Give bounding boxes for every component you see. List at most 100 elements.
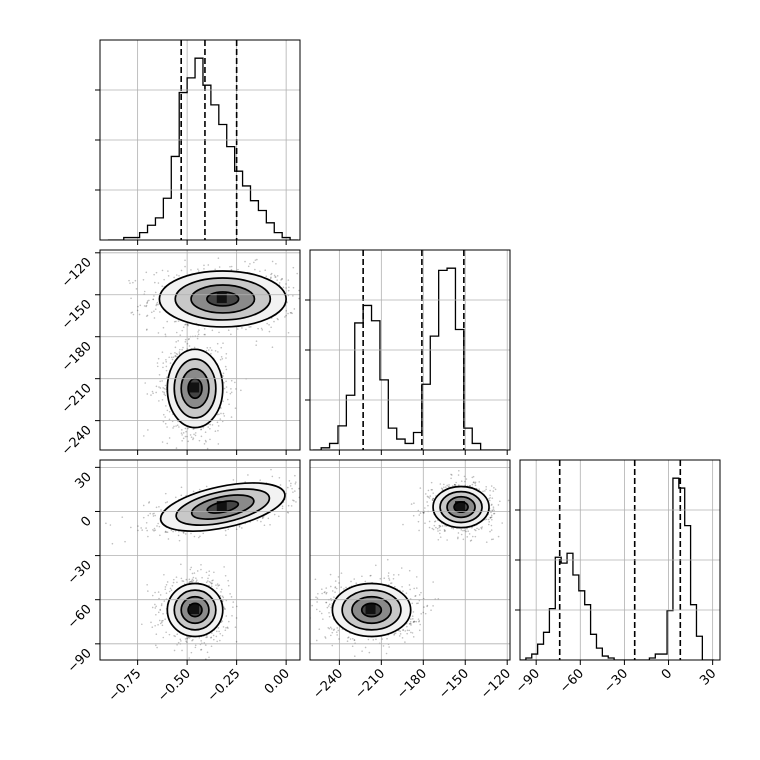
sample-point [314, 578, 317, 581]
sample-point [172, 578, 175, 581]
sample-point [164, 531, 167, 533]
sample-point [152, 298, 155, 301]
sample-point [121, 516, 124, 518]
sample-point [438, 524, 441, 527]
sample-point [260, 327, 263, 330]
sample-point [458, 484, 460, 486]
sample-point [157, 282, 160, 284]
sample-point [249, 326, 252, 328]
sample-point [155, 304, 158, 307]
sample-point [190, 566, 193, 569]
sample-point [158, 373, 161, 376]
sample-point [423, 511, 425, 514]
sample-point [151, 594, 154, 597]
sample-point [155, 506, 158, 509]
sample-point [210, 636, 213, 639]
panel-frame [99, 459, 301, 661]
sample-point [189, 568, 192, 571]
sample-point [222, 626, 225, 628]
contour-line [187, 602, 203, 618]
sample-point [308, 485, 310, 487]
sample-point [270, 272, 273, 275]
sample-point [489, 494, 491, 497]
sample-point [490, 511, 492, 514]
sample-point [240, 389, 242, 392]
sample-point [166, 531, 169, 533]
sample-point [419, 487, 422, 489]
sample-point [172, 356, 175, 358]
contour-line [190, 494, 255, 520]
sample-point [422, 611, 425, 614]
sample-point [282, 243, 284, 245]
sample-point [146, 300, 149, 302]
sample-point [208, 581, 211, 583]
sample-point [165, 359, 167, 361]
sample-point [268, 324, 270, 326]
sample-point [290, 311, 292, 314]
sample-point [185, 430, 187, 433]
sample-point [162, 386, 164, 389]
sample-point [197, 270, 200, 272]
sample-point [177, 320, 180, 322]
sample-point [286, 486, 289, 489]
x-tick-label: 0.00 [262, 666, 293, 697]
sample-point [488, 497, 490, 500]
x-tick-label: −0.50 [155, 666, 194, 705]
sample-point [155, 271, 158, 274]
sample-point [168, 437, 171, 439]
sample-point [485, 485, 487, 488]
sample-point [406, 629, 409, 632]
contour-line [166, 348, 224, 429]
sample-point [181, 329, 184, 332]
sample-point [137, 529, 139, 532]
sample-point [164, 333, 167, 336]
sample-point [153, 527, 156, 530]
sample-point [262, 516, 265, 518]
sample-point [216, 421, 219, 424]
sample-point [236, 605, 238, 608]
sample-point [292, 286, 295, 289]
sample-point [178, 352, 181, 355]
sample-point [173, 425, 175, 428]
sample-point [226, 398, 229, 401]
sample-point [265, 275, 268, 278]
sample-point [182, 326, 185, 328]
sample-point [210, 352, 212, 355]
sample-point [443, 483, 445, 486]
sample-point [178, 539, 181, 542]
sample-point [157, 332, 160, 334]
sample-point [497, 504, 500, 506]
sample-point [492, 490, 495, 492]
sample-point [227, 627, 229, 629]
sample-point [158, 506, 160, 508]
sample-point [476, 527, 478, 530]
sample-point [432, 497, 434, 500]
sample-point [173, 320, 176, 323]
sample-point [368, 651, 371, 654]
sample-point [208, 349, 210, 351]
sample-point [197, 331, 199, 333]
sample-point [261, 517, 264, 520]
sample-point [151, 626, 154, 629]
sample-point [439, 525, 442, 528]
sample-point [223, 381, 225, 384]
sample-point [164, 394, 167, 397]
sample-point [234, 626, 237, 629]
sample-point [162, 612, 164, 615]
sample-point [446, 539, 448, 541]
sample-point [182, 432, 185, 434]
sample-point [452, 527, 455, 530]
sample-point [418, 594, 421, 596]
sample-point [184, 323, 186, 326]
sample-point [198, 636, 201, 639]
sample-point [159, 380, 161, 383]
sample-point [427, 496, 430, 498]
sample-point [427, 489, 430, 492]
panel-p3-p2: −240 −210 −180 −150 −120 [309, 459, 514, 702]
panel-frame [99, 39, 301, 241]
sample-point [151, 390, 154, 393]
contour-line [432, 485, 490, 529]
sample-point [194, 434, 197, 437]
sample-point [194, 644, 197, 647]
sample-point [211, 582, 213, 585]
